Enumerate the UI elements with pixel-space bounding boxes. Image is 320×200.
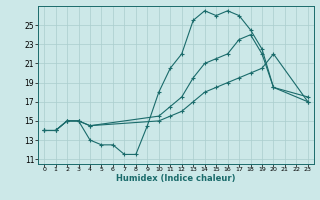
X-axis label: Humidex (Indice chaleur): Humidex (Indice chaleur) [116, 174, 236, 183]
